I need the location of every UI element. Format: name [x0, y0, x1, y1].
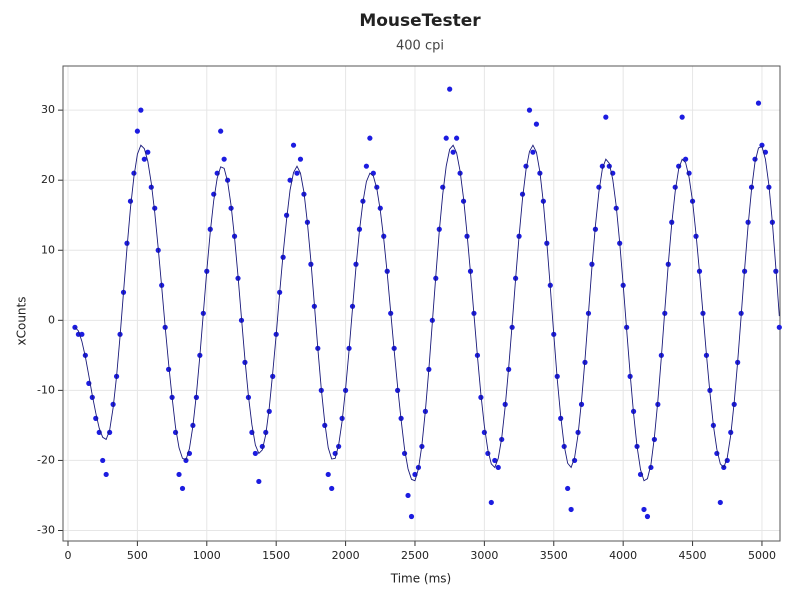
data-point	[100, 457, 106, 464]
data-point	[492, 457, 498, 464]
data-point	[290, 142, 297, 148]
y-axis-label: xCounts	[15, 297, 29, 346]
y-tick-label: 30	[41, 103, 55, 116]
data-point	[179, 485, 186, 492]
y-tick-label: 20	[41, 173, 55, 186]
x-tick-label: 1000	[193, 549, 221, 562]
x-tick-label: 2500	[401, 549, 429, 562]
trend-line	[74, 144, 780, 482]
x-tick-label: 3000	[470, 549, 498, 562]
data-point	[408, 513, 415, 520]
data-point	[211, 191, 217, 197]
data-point	[325, 471, 331, 478]
data-point	[256, 478, 262, 485]
data-point	[367, 135, 373, 141]
y-tick-label: -10	[37, 383, 55, 396]
x-tick-label: 500	[127, 549, 148, 562]
data-point	[495, 464, 501, 471]
data-point	[755, 100, 762, 106]
y-tick-label: 10	[41, 243, 55, 256]
data-point	[294, 170, 300, 176]
chart-title: MouseTester	[359, 11, 481, 31]
data-point	[641, 506, 647, 513]
data-point	[717, 499, 723, 506]
data-point	[141, 156, 147, 162]
data-point	[329, 485, 335, 492]
x-tick-label: 0	[64, 549, 71, 562]
plot-area	[63, 66, 780, 541]
data-point	[138, 107, 144, 113]
data-point	[603, 114, 609, 120]
data-point	[103, 471, 109, 478]
x-tick-label: 5000	[748, 549, 776, 562]
data-point	[519, 191, 526, 197]
data-point	[221, 156, 227, 162]
data-point	[148, 184, 154, 190]
data-point	[679, 114, 685, 120]
data-point	[283, 212, 290, 218]
data-point	[172, 429, 179, 436]
data-point	[127, 198, 134, 204]
data-point	[443, 135, 449, 141]
data-point	[447, 86, 453, 92]
x-tick-label: 4500	[679, 549, 707, 562]
data-point	[176, 471, 182, 478]
chart-subtitle: 400 cpi	[396, 39, 444, 54]
data-point	[218, 128, 224, 134]
data-point	[759, 142, 765, 148]
x-tick-label: 1500	[262, 549, 290, 562]
data-point	[596, 184, 602, 190]
x-tick-label: 4000	[609, 549, 637, 562]
data-point	[131, 170, 137, 176]
data-point	[440, 184, 446, 190]
data-point	[526, 107, 533, 113]
data-point	[363, 163, 369, 169]
data-point	[644, 513, 651, 520]
data-point	[134, 128, 140, 134]
data-point	[568, 506, 574, 513]
data-point	[533, 121, 540, 127]
data-point	[145, 149, 151, 155]
plot-frame	[62, 65, 781, 542]
data-point	[683, 156, 689, 162]
data-point	[565, 485, 571, 492]
data-point	[297, 156, 304, 162]
data-point	[405, 492, 411, 499]
data-point	[450, 149, 456, 155]
x-tick-label: 3500	[540, 549, 568, 562]
data-point	[79, 331, 85, 337]
y-tick-label: 0	[48, 313, 55, 326]
y-tick-label: -20	[37, 453, 55, 466]
y-tick-label: -30	[37, 523, 55, 536]
data-point	[454, 135, 460, 141]
data-point	[252, 450, 258, 457]
data-point	[776, 324, 782, 330]
data-point	[530, 149, 536, 155]
data-point	[488, 499, 494, 506]
data-point	[481, 429, 487, 436]
data-point	[166, 366, 172, 372]
x-axis-label: Time (ms)	[390, 572, 452, 586]
data-point	[152, 205, 158, 211]
x-tick-label: 2000	[332, 549, 360, 562]
